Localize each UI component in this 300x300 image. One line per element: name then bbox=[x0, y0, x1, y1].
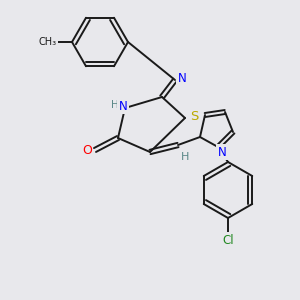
Text: N: N bbox=[218, 146, 226, 158]
Text: O: O bbox=[82, 143, 92, 157]
Text: H: H bbox=[181, 152, 189, 162]
Text: Cl: Cl bbox=[222, 233, 234, 247]
Text: N: N bbox=[178, 71, 186, 85]
Text: N: N bbox=[118, 100, 127, 112]
Text: H: H bbox=[111, 100, 119, 110]
Text: S: S bbox=[190, 110, 198, 122]
Text: CH₃: CH₃ bbox=[39, 37, 57, 47]
